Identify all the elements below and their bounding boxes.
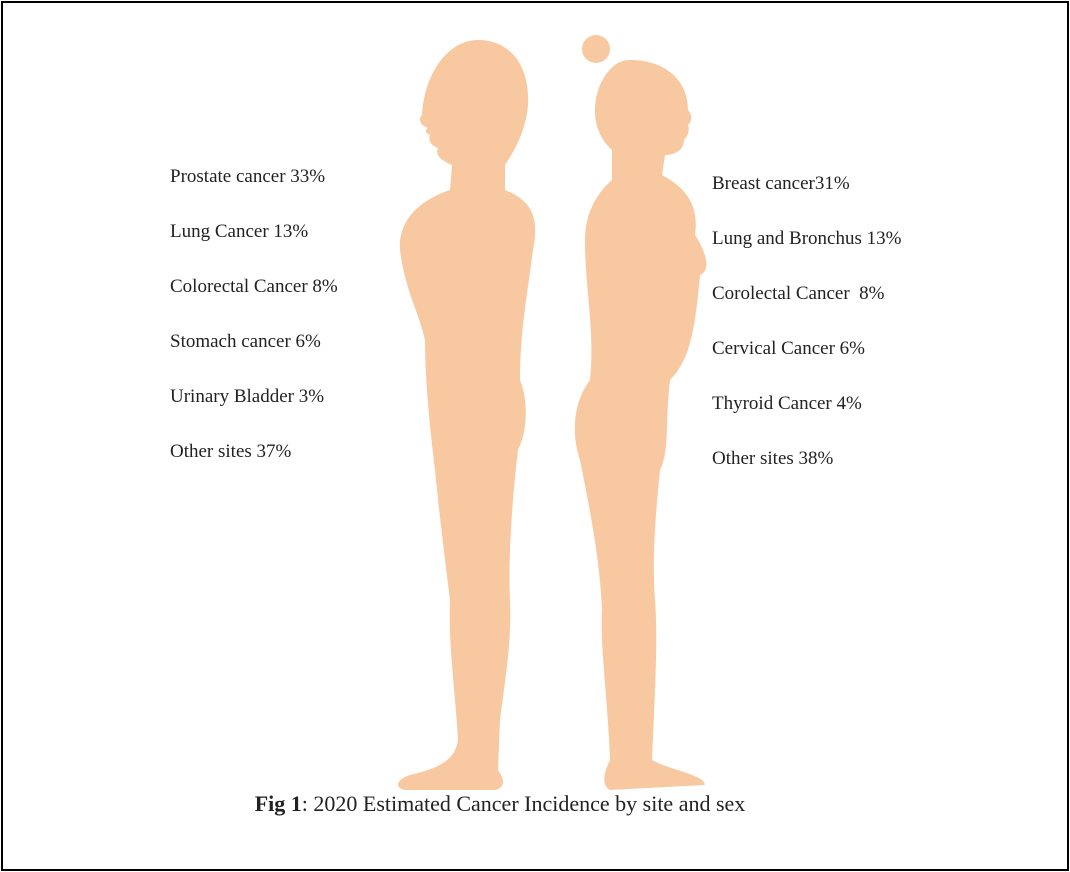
site-label: Lung Cancer 13%: [170, 221, 308, 242]
site-label: Breast cancer31%: [712, 173, 850, 194]
caption-label: Fig 1: [255, 791, 302, 816]
caption: Fig 1: 2020 Estimated Cancer Incidence b…: [255, 791, 746, 816]
male-silhouette: [398, 40, 536, 790]
site-label: Prostate cancer 33%: [170, 166, 325, 187]
site-label: Urinary Bladder 3%: [170, 386, 324, 407]
site-label: Other sites 38%: [712, 448, 834, 469]
caption-text: : 2020 Estimated Cancer Incidence by sit…: [302, 791, 746, 816]
site-label: Stomach cancer 6%: [170, 331, 321, 352]
site-label: Thyroid Cancer 4%: [712, 393, 862, 414]
site-label: Cervical Cancer 6%: [712, 338, 865, 359]
site-label: Lung and Bronchus 13%: [712, 228, 902, 249]
site-label: Colorectal Cancer 8%: [170, 276, 338, 297]
female-hair-bun: [582, 35, 610, 63]
site-label: Corolectal Cancer 8%: [712, 283, 885, 304]
site-label: Other sites 37%: [170, 441, 292, 462]
female-silhouette: [574, 60, 707, 790]
female-labels: Breast cancer31% Lung and Bronchus 13% Cor…: [712, 173, 902, 469]
male-labels: Prostate cancer 33% Lung Cancer 13% Colore…: [170, 166, 338, 462]
